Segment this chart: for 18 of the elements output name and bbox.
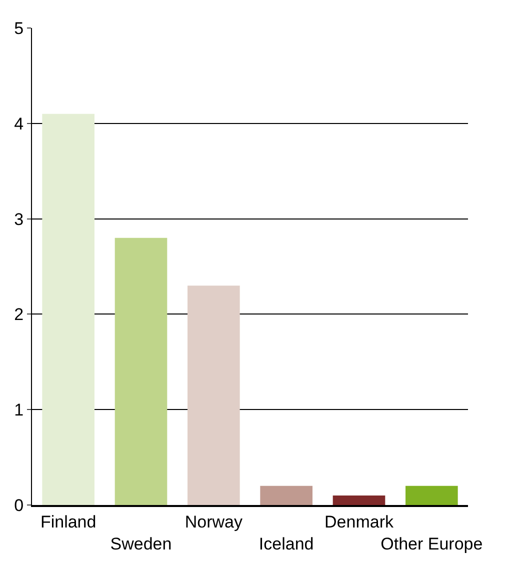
- bar: [260, 486, 312, 505]
- y-tick-label: 2: [14, 305, 24, 324]
- x-tick-label: Sweden: [110, 534, 172, 554]
- x-tick-label: Denmark: [324, 512, 394, 532]
- bar: [188, 286, 240, 505]
- x-tick-label: Iceland: [258, 534, 314, 554]
- x-tick-label: Finland: [40, 512, 96, 532]
- bar: [406, 486, 458, 505]
- x-tick-label: Other Europe: [380, 534, 483, 554]
- y-tick-label: 5: [14, 18, 24, 38]
- y-tick-label: 4: [14, 114, 24, 134]
- bar: [114, 238, 168, 505]
- y-tick-label: 1: [14, 400, 24, 420]
- x-tick-label: Norway: [184, 512, 243, 532]
- y-tick-label: 3: [14, 210, 24, 229]
- bar: [332, 495, 386, 505]
- bar: [42, 114, 94, 505]
- y-tick-label: 0: [14, 496, 24, 515]
